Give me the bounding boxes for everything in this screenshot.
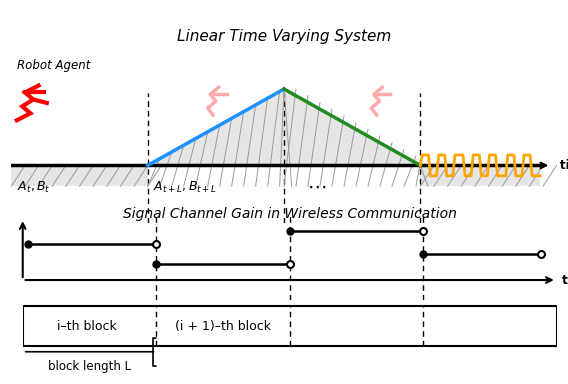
- Polygon shape: [148, 89, 284, 166]
- Text: (i + 1)–th block: (i + 1)–th block: [175, 320, 271, 333]
- Text: time t: time t: [551, 159, 568, 172]
- FancyBboxPatch shape: [23, 306, 557, 346]
- Text: $\cdots$: $\cdots$: [307, 177, 327, 196]
- Text: Robot Agent: Robot Agent: [17, 59, 90, 72]
- Text: time t: time t: [562, 273, 568, 286]
- Text: $A_{t+L}, B_{t+L}$: $A_{t+L}, B_{t+L}$: [153, 180, 217, 195]
- Text: $A_t, B_t$: $A_t, B_t$: [17, 180, 51, 195]
- Polygon shape: [420, 166, 540, 186]
- Text: Linear Time Varying System: Linear Time Varying System: [177, 29, 391, 44]
- Text: block length L: block length L: [48, 360, 131, 373]
- Text: i–th block: i–th block: [57, 320, 116, 333]
- Text: Signal Channel Gain in Wireless Communication: Signal Channel Gain in Wireless Communic…: [123, 207, 457, 220]
- Polygon shape: [284, 89, 420, 166]
- Polygon shape: [11, 166, 148, 186]
